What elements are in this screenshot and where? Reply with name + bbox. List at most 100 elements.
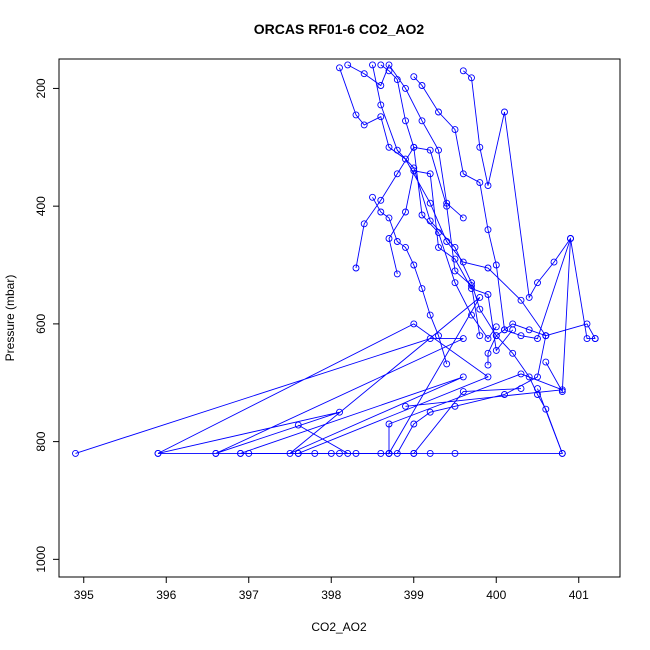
data-point (492, 332, 500, 340)
data-point (426, 408, 434, 416)
data-point (410, 73, 418, 81)
data-point (426, 449, 434, 457)
data-point (393, 76, 401, 84)
y-tick-label: 1000 (34, 546, 48, 573)
data-point (558, 388, 566, 396)
y-tick-label: 200 (34, 78, 48, 98)
data-point (558, 449, 566, 457)
data-point (534, 373, 541, 381)
data-point (410, 420, 418, 428)
x-tick-label: 395 (74, 588, 94, 602)
x-tick-label: 396 (156, 588, 176, 602)
data-point (402, 155, 409, 163)
data-point (369, 61, 376, 69)
data-point (402, 84, 409, 92)
data-point (517, 370, 525, 378)
data-point (476, 179, 484, 187)
data-point (393, 170, 401, 178)
data-point (517, 296, 525, 304)
data-point (484, 349, 492, 357)
data-point (451, 255, 459, 263)
data-point (509, 349, 517, 357)
x-tick-label: 401 (569, 588, 589, 602)
series-line (388, 170, 514, 352)
data-point (212, 449, 220, 457)
data-point (492, 261, 500, 269)
data-point (410, 143, 418, 151)
data-point (534, 335, 541, 343)
data-point (459, 373, 467, 381)
data-point (344, 449, 352, 457)
data-point (435, 243, 442, 251)
data-point (459, 214, 467, 222)
series-line (347, 63, 464, 219)
x-axis-label: CO2_AO2 (311, 620, 367, 634)
data-point (501, 391, 508, 398)
data-point (426, 170, 434, 178)
series-line (487, 323, 546, 366)
data-point (443, 360, 451, 368)
data-point (484, 182, 492, 190)
x-tick-label: 400 (486, 588, 506, 602)
y-tick-label: 800 (34, 431, 48, 451)
data-point (542, 405, 550, 413)
data-point (451, 449, 459, 457)
data-point (393, 146, 401, 154)
x-tick-label: 397 (239, 588, 259, 602)
data-point (550, 258, 558, 266)
data-point (583, 335, 591, 343)
data-point (237, 449, 244, 457)
data-point (517, 385, 525, 393)
data-point (418, 117, 426, 125)
data-point (484, 335, 492, 343)
series-line (380, 64, 481, 336)
plot-frame (58, 58, 621, 578)
data-point (410, 320, 418, 328)
data-point (484, 361, 492, 369)
data-point (484, 226, 492, 234)
y-tick-label: 400 (34, 196, 48, 216)
data-point (451, 279, 459, 287)
series-line (372, 197, 448, 365)
data-point (385, 449, 393, 457)
data-point (525, 373, 533, 381)
data-point (435, 108, 442, 116)
data-point (517, 332, 525, 340)
data-point (418, 211, 426, 219)
data-point (484, 291, 492, 298)
series-line (298, 388, 522, 454)
data-point (377, 61, 385, 69)
data-point (360, 121, 368, 129)
data-point (385, 214, 393, 222)
data-point (459, 170, 467, 178)
x-axis: 395 396 397 398 399 400 401 (74, 577, 589, 602)
data-point (542, 358, 550, 366)
data-point (534, 279, 541, 287)
data-point (476, 293, 484, 301)
series-line (413, 76, 571, 394)
data-point (418, 82, 426, 89)
data-point (501, 326, 508, 334)
data-point (459, 67, 467, 75)
data-point (451, 126, 459, 134)
data-point (360, 70, 368, 78)
data-point (369, 193, 376, 201)
data-point (410, 261, 418, 269)
data-point (492, 346, 500, 354)
data-point (534, 385, 541, 393)
data-point (525, 293, 533, 301)
data-point (72, 449, 79, 457)
x-tick-label: 398 (321, 588, 341, 602)
data-point (418, 285, 426, 293)
data-point (558, 386, 566, 394)
data-point (476, 143, 484, 151)
data-point (435, 146, 442, 154)
data-point (435, 229, 442, 237)
data-point (336, 449, 343, 457)
data-point (377, 208, 385, 216)
x-tick-label: 399 (404, 588, 424, 602)
data-point (393, 270, 401, 278)
data-point (509, 320, 517, 328)
y-axis: 200 400 600 800 1000 (34, 78, 59, 573)
data-point (385, 67, 393, 75)
